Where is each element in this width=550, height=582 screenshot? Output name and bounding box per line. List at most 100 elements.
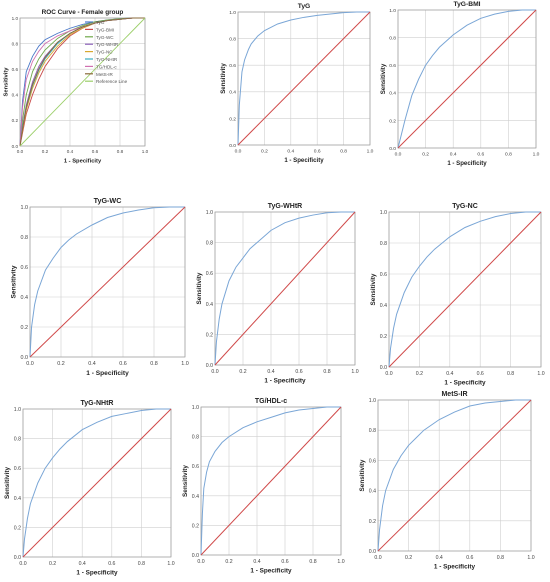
y-tick-label: 1.0: [21, 205, 29, 211]
y-tick-label: 0.8: [21, 235, 29, 241]
y-tick-label: 0.0: [14, 555, 21, 561]
x-tick-label: 0.0: [197, 559, 204, 565]
x-axis-label: 1 - Specificity: [86, 370, 129, 377]
y-tick-label: 0.6: [389, 63, 396, 69]
x-axis-label: 1 - Specificity: [264, 378, 306, 385]
y-tick-label: 0.8: [206, 241, 213, 247]
plot-frame: [22, 408, 172, 558]
x-tick-label: 0.2: [49, 561, 56, 567]
x-tick-label: 0.6: [295, 369, 302, 375]
x-tick-label: 0.4: [446, 371, 453, 377]
chart-title: TyG: [298, 3, 311, 10]
series-tyg-wc: [19, 17, 145, 147]
x-tick-label: 0.4: [267, 369, 274, 375]
legend-label: TyG-WC: [96, 35, 114, 40]
legend-label: TyG-NC: [96, 50, 113, 55]
y-tick-label: 0.2: [206, 332, 213, 338]
roc-curve: [29, 206, 185, 358]
series-reference-line: [19, 17, 146, 147]
y-tick-label: 1.0: [369, 398, 376, 404]
chart-panel-8: 0.0 0.2 0.4 0.6 0.8 1.0 0.0 0.2 0.4 0.6 0.8 1.0 MetS…: [359, 391, 535, 571]
x-tick-label: 0.0: [26, 361, 34, 367]
x-tick-label: 0.2: [239, 369, 246, 375]
y-axis-label: Sensitivity: [370, 273, 377, 305]
x-tick-label: 1.0: [367, 149, 374, 155]
x-tick-label: 0.8: [150, 361, 158, 367]
y-tick-label: 0.6: [192, 464, 199, 470]
chart-panel-1: 0.0 0.2 0.4 0.6 0.8 1.0 0.0 0.2 0.4 0.6 0.8 1.0 TyG 1…: [220, 3, 374, 164]
x-tick-label: 0.8: [138, 561, 145, 567]
x-tick-label: 0.8: [309, 559, 316, 565]
series-mets-ir: [19, 17, 145, 147]
reference-line: [397, 9, 537, 149]
x-tick-label: 0.4: [253, 559, 260, 565]
y-tick-label: 0.0: [380, 365, 387, 371]
reference-line: [377, 399, 532, 552]
y-axis-label: Sensitivity: [380, 63, 387, 94]
x-tick-label: 0.4: [79, 561, 86, 567]
plot-frame: [237, 11, 371, 146]
x-axis-label: 1 - Specificity: [434, 564, 476, 571]
x-tick-label: 0.6: [108, 561, 115, 567]
x-tick-label: 0.0: [374, 555, 381, 561]
chart-panel-5: 0.0 0.2 0.4 0.6 0.8 1.0 0.0 0.2 0.4 0.6 0.8 1.0 TyG-…: [370, 203, 545, 387]
x-tick-label: 0.8: [507, 371, 514, 377]
y-tick-label: 0.0: [389, 146, 396, 152]
y-tick-label: 0.4: [14, 496, 21, 502]
chart-title: ROC Curve - Female group: [42, 9, 124, 16]
roc-curve: [200, 406, 341, 556]
legend-label: TyG-BMI: [96, 27, 114, 32]
y-axis-label: Sensitivity: [182, 465, 189, 497]
y-tick-label: 0.2: [369, 519, 376, 525]
roc-curve: [22, 408, 171, 558]
y-tick-label: 0.2: [21, 325, 29, 331]
y-tick-label: 0.0: [12, 144, 19, 149]
x-tick-label: 0.2: [416, 371, 423, 377]
x-tick-label: 0.8: [497, 555, 504, 561]
x-tick-label: 0.8: [505, 152, 512, 158]
x-tick-label: 0.2: [405, 555, 412, 561]
x-tick-label: 0.6: [119, 361, 127, 367]
x-tick-label: 0.4: [88, 361, 96, 367]
x-tick-label: 0.0: [211, 369, 218, 375]
plot-frame: [388, 211, 542, 368]
chart-panel-3: 0.0 0.2 0.4 0.6 0.8 1.0 0.0 0.2 0.4 0.6 0.8 1.0 TyG-…: [11, 196, 189, 377]
y-tick-label: 0.4: [192, 494, 199, 500]
chart-title: TyG-BMI: [454, 1, 481, 8]
y-tick-label: 0.4: [206, 302, 213, 308]
x-tick-label: 0.2: [225, 559, 232, 565]
plot-frame: [214, 211, 356, 366]
roc-curve: [237, 11, 370, 146]
x-tick-label: 1.0: [167, 561, 174, 567]
chart-panel-7: 0.0 0.2 0.4 0.6 0.8 1.0 0.0 0.2 0.4 0.6 0.8 1.0 TG/H…: [182, 398, 345, 575]
chart-panel-2: 0.0 0.2 0.4 0.6 0.8 1.0 0.0 0.2 0.4 0.6 0.8 1.0 TyG-…: [380, 1, 540, 167]
plot-frame: [397, 9, 537, 149]
x-tick-label: 0.6: [477, 371, 484, 377]
reference-line: [237, 11, 371, 146]
y-tick-label: 0.2: [380, 334, 387, 340]
x-tick-label: 0.2: [57, 361, 65, 367]
reference-line: [388, 211, 542, 368]
x-tick-label: 1.0: [337, 559, 344, 565]
x-tick-label: 0.4: [436, 555, 443, 561]
x-tick-label: 0.8: [117, 149, 124, 154]
x-axis-label: 1 - Specificity: [250, 568, 292, 575]
y-axis-label: Sensitivity: [11, 265, 18, 298]
y-tick-label: 0.0: [229, 143, 236, 149]
x-tick-label: 1.0: [142, 149, 149, 154]
x-axis-label: 1 - Specificity: [447, 160, 487, 167]
plot-frame: [200, 406, 342, 556]
y-tick-label: 0.2: [229, 116, 236, 122]
y-tick-label: 0.6: [229, 63, 236, 69]
x-tick-label: 0.0: [385, 371, 392, 377]
y-tick-label: 1.0: [380, 210, 387, 216]
x-tick-label: 0.8: [323, 369, 330, 375]
x-tick-label: 0.6: [314, 149, 321, 155]
roc-curve: [388, 211, 541, 368]
y-tick-label: 0.4: [12, 93, 19, 98]
x-tick-label: 0.2: [261, 149, 268, 155]
chart-panel-4: 0.0 0.2 0.4 0.6 0.8 1.0 0.0 0.2 0.4 0.6 0.8 1.0 TyG-…: [196, 203, 359, 385]
y-tick-label: 0.2: [389, 118, 396, 124]
y-tick-label: 0.4: [389, 91, 396, 97]
